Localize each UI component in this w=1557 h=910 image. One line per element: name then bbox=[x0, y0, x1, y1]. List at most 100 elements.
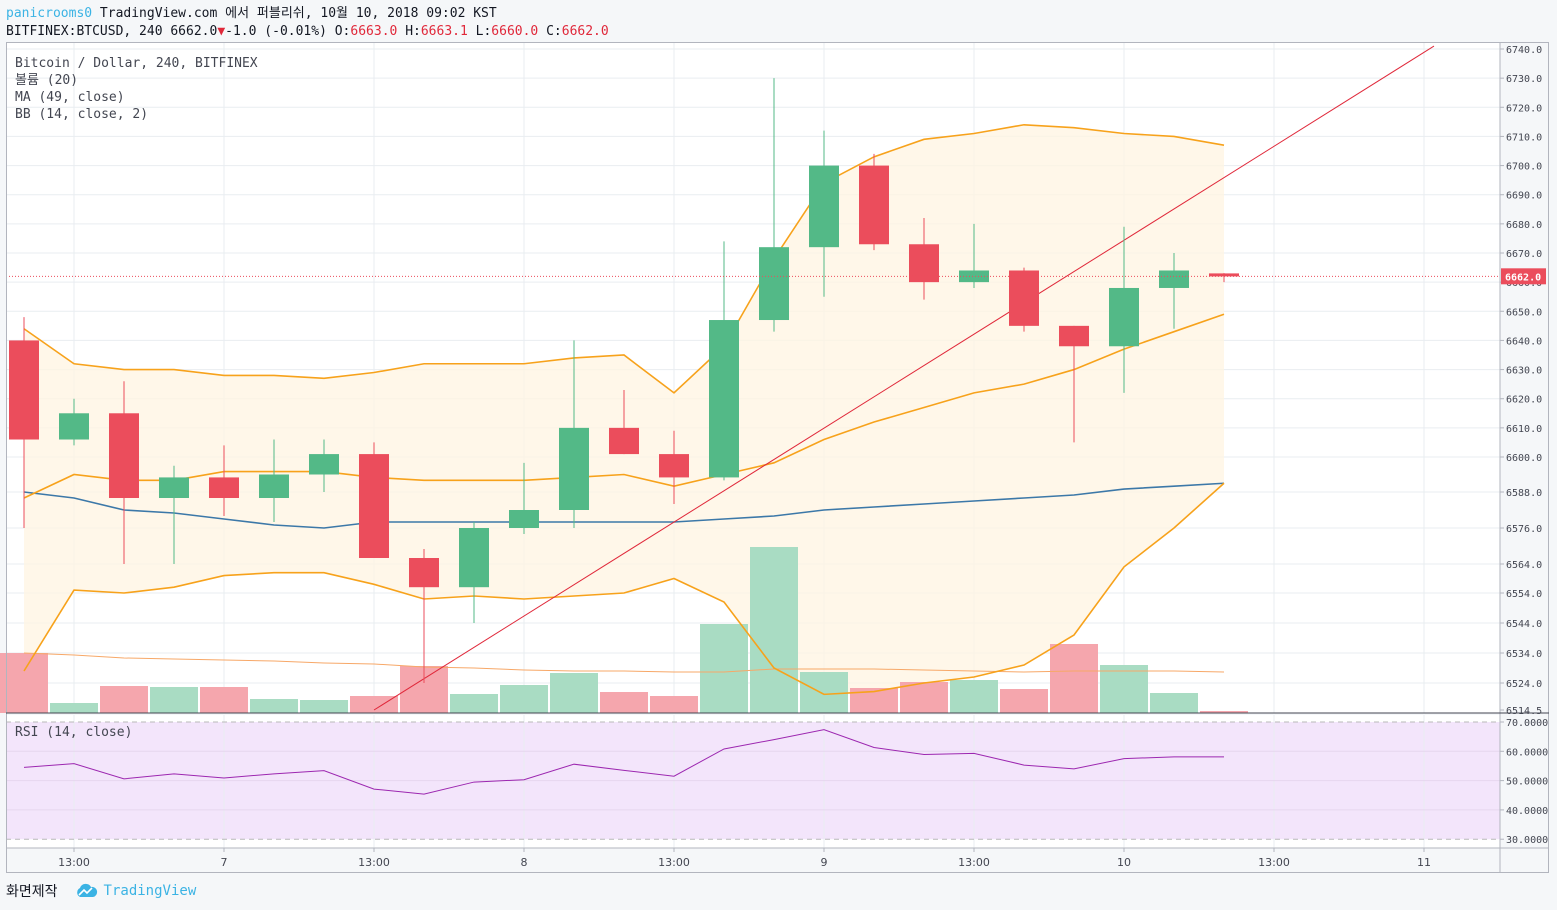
high-value: 6663.1 bbox=[420, 24, 468, 39]
volume-bar bbox=[1150, 693, 1198, 713]
legend-main: Bitcoin / Dollar, 240, BITFINEX bbox=[15, 56, 258, 71]
candle-body bbox=[409, 558, 439, 588]
candle-body bbox=[59, 413, 89, 440]
candle-body bbox=[1209, 273, 1239, 277]
volume-bar bbox=[750, 547, 798, 713]
price-axis-label: 6600.0 bbox=[1506, 453, 1542, 464]
price-axis-label: 6630.0 bbox=[1506, 366, 1542, 377]
volume-bar bbox=[800, 672, 848, 713]
time-axis-label: 13:00 bbox=[58, 856, 90, 869]
volume-bar bbox=[0, 653, 48, 713]
volume-bar bbox=[650, 696, 698, 713]
candle-body bbox=[109, 413, 139, 498]
time-axis-label: 13:00 bbox=[958, 856, 990, 869]
candle-body bbox=[259, 474, 289, 498]
candle-body bbox=[559, 427, 589, 510]
candle-body bbox=[459, 528, 489, 588]
volume-bar bbox=[700, 624, 748, 713]
volume-bar bbox=[50, 703, 98, 713]
high-label: H: bbox=[405, 24, 421, 39]
volume-bar bbox=[1050, 644, 1098, 713]
candle-body bbox=[359, 454, 389, 558]
price-axis-label: 6700.0 bbox=[1506, 162, 1542, 173]
symbol-label: BITFINEX:BTCUSD, 240 6662.0 bbox=[6, 24, 218, 39]
price-axis-label: 6740.0 bbox=[1506, 45, 1542, 56]
price-axis-label: 6564.0 bbox=[1506, 560, 1542, 571]
username-link[interactable]: panicrooms0 bbox=[6, 6, 93, 21]
rsi-axis-label: 60.0000 bbox=[1506, 747, 1548, 758]
price-axis-label: 6620.0 bbox=[1506, 395, 1542, 406]
volume-bar bbox=[950, 680, 998, 713]
volume-bar bbox=[900, 682, 948, 713]
volume-bar bbox=[250, 699, 298, 713]
open-value: 6663.0 bbox=[350, 24, 398, 39]
volume-bar bbox=[1100, 665, 1148, 713]
bb-lower-line bbox=[23, 482, 1225, 696]
chart-frame bbox=[6, 42, 1549, 873]
candle-body bbox=[859, 165, 889, 245]
open-label: O: bbox=[334, 24, 351, 39]
volume-bar bbox=[600, 692, 648, 713]
candle-body bbox=[809, 165, 839, 248]
footer: 화면제작 TradingView bbox=[6, 881, 196, 901]
legend-ma: MA (49, close) bbox=[15, 90, 125, 105]
time-axis-label: 13:00 bbox=[358, 856, 390, 869]
low-value: 6660.0 bbox=[491, 24, 539, 39]
volume-bar bbox=[1200, 711, 1248, 713]
price-axis-label: 6588.0 bbox=[1506, 488, 1542, 499]
time-axis-label: 9 bbox=[821, 856, 828, 869]
price-axis-label: 6730.0 bbox=[1506, 74, 1542, 85]
change-arrow-icon: ▼ bbox=[217, 24, 226, 39]
price-axis-label: 6680.0 bbox=[1506, 220, 1542, 231]
legend-volume: 볼륨 (20) bbox=[15, 73, 79, 88]
rsi-legend: RSI (14, close) bbox=[15, 725, 133, 740]
close-value: 6662.0 bbox=[561, 24, 609, 39]
candle-body bbox=[9, 340, 39, 440]
volume-bar bbox=[1000, 689, 1048, 713]
volume-bar bbox=[200, 687, 248, 713]
trend-line bbox=[373, 45, 1435, 711]
price-axis-label: 6610.0 bbox=[1506, 424, 1542, 435]
price-axis-label: 6534.0 bbox=[1506, 649, 1542, 660]
price-axis-label: 6670.0 bbox=[1506, 249, 1542, 260]
price-axis-label: 6650.0 bbox=[1506, 307, 1542, 318]
footer-caption: 화면제작 bbox=[6, 884, 58, 900]
candle-body bbox=[1159, 270, 1189, 288]
volume-bar bbox=[150, 687, 198, 713]
price-axis-label: 6524.0 bbox=[1506, 679, 1542, 690]
close-label: C: bbox=[546, 24, 562, 39]
candle-body bbox=[659, 454, 689, 478]
price-axis-label: 6576.0 bbox=[1506, 524, 1542, 535]
volume-ma-line bbox=[23, 652, 1225, 673]
time-axis-label: 7 bbox=[221, 856, 228, 869]
chart-legend: Bitcoin / Dollar, 240, BITFINEX 볼륨 (20) MA… bbox=[15, 55, 258, 123]
publish-text: TradingView.com 에서 퍼블리쉬, 10월 10, 2018 09… bbox=[92, 6, 497, 21]
candle-body bbox=[309, 454, 339, 475]
price-axis-label: 6710.0 bbox=[1506, 132, 1542, 143]
candle-body bbox=[709, 320, 739, 478]
price-axis-label: 6720.0 bbox=[1506, 103, 1542, 114]
publish-line: panicrooms0 TradingView.com 에서 퍼블리쉬, 10월… bbox=[6, 5, 497, 22]
rsi-axis-label: 40.0000 bbox=[1506, 806, 1548, 817]
time-axis-label: 13:00 bbox=[658, 856, 690, 869]
volume-bar bbox=[300, 700, 348, 713]
time-axis-label: 10 bbox=[1117, 856, 1131, 869]
bb-upper-line bbox=[23, 123, 1225, 394]
candle-body bbox=[509, 510, 539, 528]
brand-link[interactable]: TradingView bbox=[74, 883, 196, 899]
price-axis-label: 6690.0 bbox=[1506, 191, 1542, 202]
candle-body bbox=[1059, 325, 1089, 347]
time-axis-label: 11 bbox=[1417, 856, 1431, 869]
candle-body bbox=[209, 477, 239, 498]
last-price-label: 6662.0 bbox=[1505, 272, 1541, 283]
legend-bb: BB (14, close, 2) bbox=[15, 107, 149, 122]
time-axis-label: 8 bbox=[521, 856, 528, 869]
change-value: -1.0 (-0.01%) bbox=[225, 24, 327, 39]
candle-body bbox=[609, 427, 639, 455]
rsi-line bbox=[23, 729, 1224, 795]
volume-bar bbox=[550, 673, 598, 713]
volume-bar bbox=[450, 694, 498, 713]
price-axis-label: 6544.0 bbox=[1506, 619, 1542, 630]
price-axis-label: 6514.5 bbox=[1506, 706, 1542, 717]
